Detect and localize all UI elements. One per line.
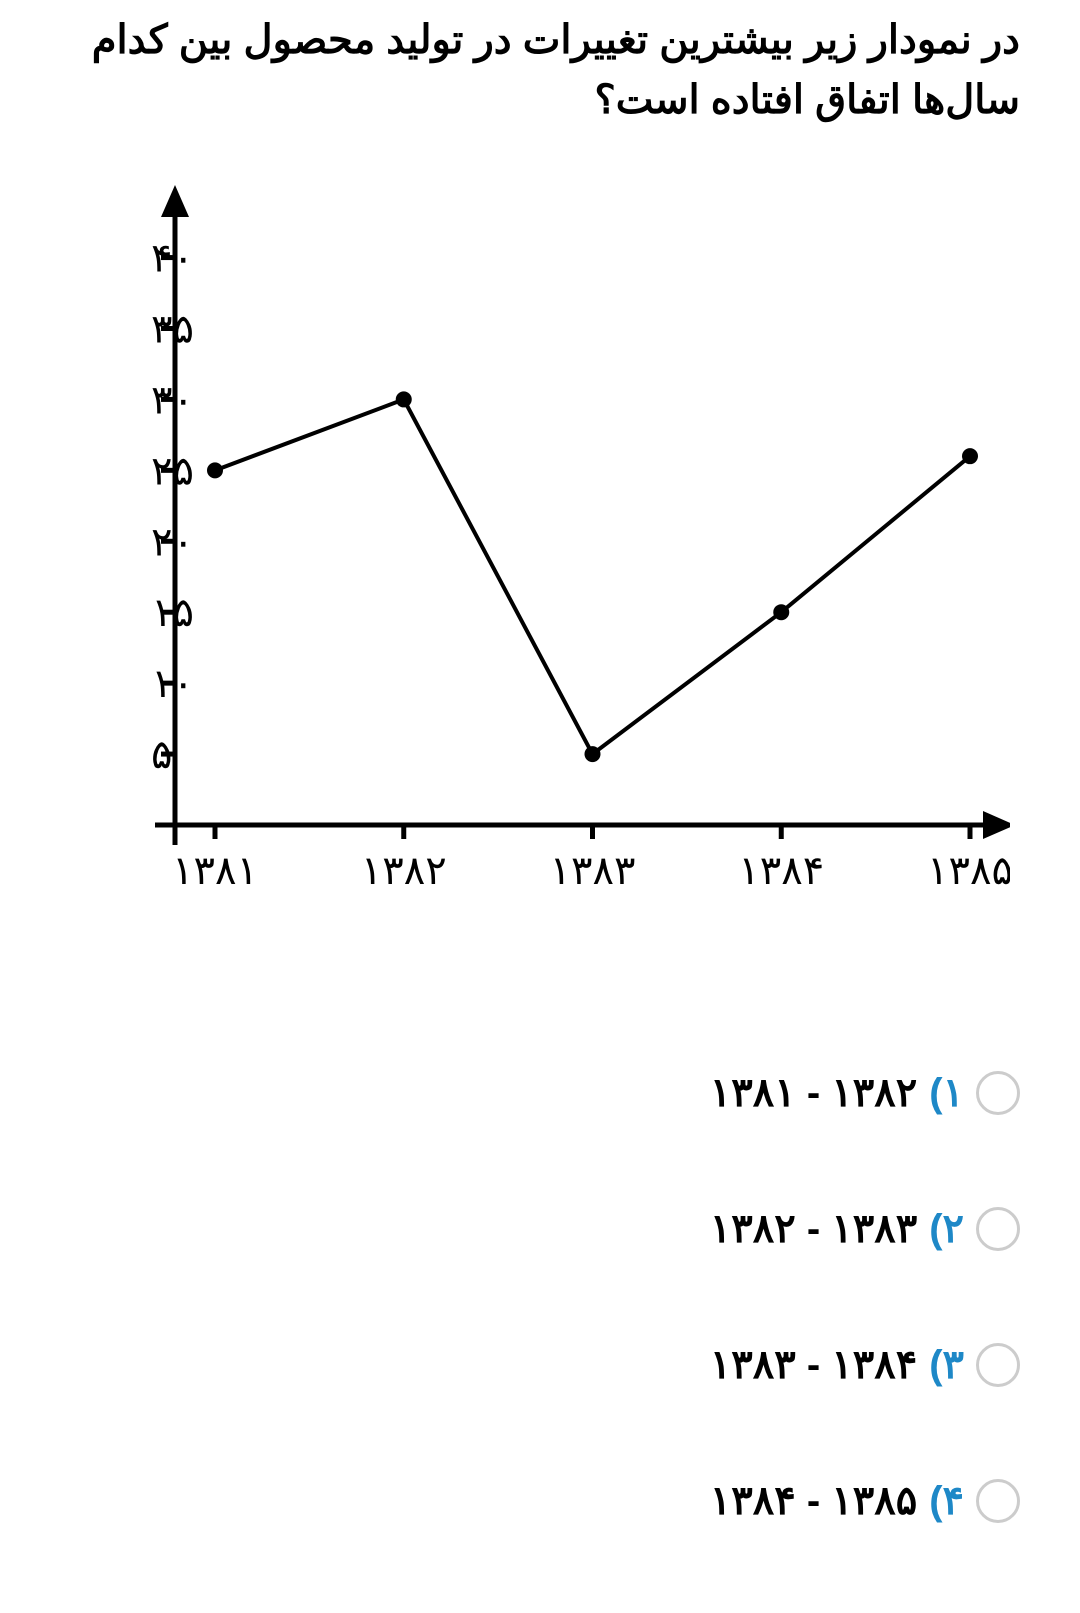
answer-text: ۱۳۸۴ - ۱۳۸۳ (710, 1342, 917, 1388)
radio-icon (976, 1207, 1020, 1251)
svg-text:۱۳۸۳: ۱۳۸۳ (550, 849, 636, 893)
answer-number: ۲) (929, 1206, 964, 1252)
svg-text:۳۰: ۳۰ (151, 378, 194, 422)
answer-number: ۳) (929, 1342, 964, 1388)
radio-icon (976, 1343, 1020, 1387)
svg-text:۲۵: ۲۵ (151, 449, 194, 493)
svg-text:۴۰: ۴۰ (151, 237, 194, 281)
radio-icon (976, 1071, 1020, 1115)
svg-text:۱۵: ۱۵ (151, 591, 194, 635)
answer-number: ۴) (929, 1478, 964, 1524)
answer-option-3[interactable]: ۳) ۱۳۸۴ - ۱۳۸۳ (710, 1342, 1020, 1388)
radio-icon (976, 1479, 1020, 1523)
line-chart: ۵ ۱۰ ۱۵ ۲۰ ۲۵ ۳۰ ۳۵ ۴۰ ۱۳۸۱ ۱۳۸۲ ۱۳۸۳ ۱۳۸۴ ۱۳۸۵ (85, 175, 1010, 915)
answer-text: ۱۳۸۵ - ۱۳۸۴ (710, 1478, 917, 1524)
answer-number: ۱) (929, 1070, 964, 1116)
svg-text:۱۳۸۱: ۱۳۸۱ (172, 849, 258, 893)
answers-list: ۱) ۱۳۸۲ - ۱۳۸۱ ۲) ۱۳۸۳ - ۱۳۸۲ ۳) ۱۳۸۴ - … (60, 1070, 1020, 1524)
svg-text:۱۰: ۱۰ (151, 662, 194, 706)
svg-text:۱۳۸۵: ۱۳۸۵ (927, 849, 1010, 893)
svg-text:۲۰: ۲۰ (151, 520, 194, 564)
svg-text:۳۵: ۳۵ (151, 307, 194, 351)
answer-option-2[interactable]: ۲) ۱۳۸۳ - ۱۳۸۲ (710, 1206, 1020, 1252)
question-text: در نمودار زیر بیشترین تغییرات در تولید م… (60, 10, 1020, 130)
answer-text: ۱۳۸۳ - ۱۳۸۲ (710, 1206, 917, 1252)
svg-text:۵: ۵ (151, 733, 172, 777)
svg-text:۱۳۸۴: ۱۳۸۴ (738, 849, 824, 893)
svg-text:۱۳۸۲: ۱۳۸۲ (361, 849, 447, 893)
answer-text: ۱۳۸۲ - ۱۳۸۱ (710, 1070, 917, 1116)
answer-option-1[interactable]: ۱) ۱۳۸۲ - ۱۳۸۱ (710, 1070, 1020, 1116)
answer-option-4[interactable]: ۴) ۱۳۸۵ - ۱۳۸۴ (710, 1478, 1020, 1524)
